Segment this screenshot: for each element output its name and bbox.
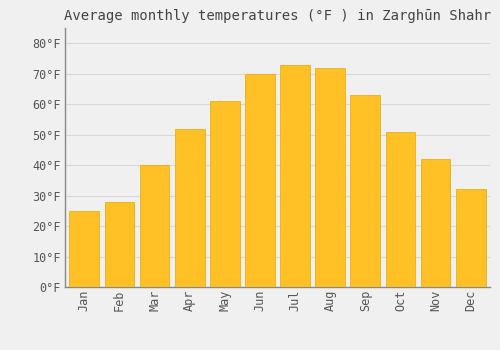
Bar bbox=[456, 189, 486, 287]
Bar bbox=[280, 64, 310, 287]
Bar bbox=[316, 68, 345, 287]
Bar bbox=[140, 165, 170, 287]
Bar bbox=[386, 132, 416, 287]
Bar bbox=[210, 101, 240, 287]
Bar bbox=[104, 202, 134, 287]
Bar bbox=[350, 95, 380, 287]
Bar bbox=[175, 128, 204, 287]
Bar bbox=[420, 159, 450, 287]
Bar bbox=[70, 211, 99, 287]
Bar bbox=[245, 74, 275, 287]
Title: Average monthly temperatures (°F ) in Zarghūn Shahr: Average monthly temperatures (°F ) in Za… bbox=[64, 9, 491, 23]
